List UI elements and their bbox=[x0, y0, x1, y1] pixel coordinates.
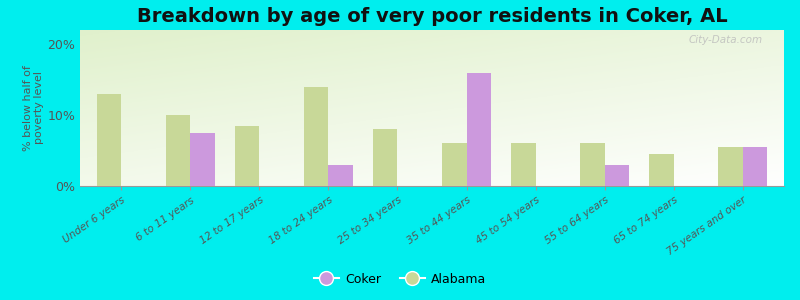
Bar bbox=[98, 94, 122, 186]
Bar bbox=[374, 129, 398, 186]
Bar bbox=[718, 147, 742, 186]
Bar bbox=[650, 154, 674, 186]
Bar bbox=[580, 143, 605, 186]
Bar bbox=[304, 87, 329, 186]
Bar bbox=[329, 165, 353, 186]
Text: City-Data.com: City-Data.com bbox=[689, 35, 763, 45]
Bar bbox=[166, 115, 190, 186]
Bar bbox=[511, 143, 535, 186]
Bar bbox=[235, 126, 259, 186]
Bar bbox=[605, 165, 629, 186]
Legend: Coker, Alabama: Coker, Alabama bbox=[309, 268, 491, 291]
Bar bbox=[466, 73, 490, 186]
Bar bbox=[190, 133, 214, 186]
Title: Breakdown by age of very poor residents in Coker, AL: Breakdown by age of very poor residents … bbox=[137, 7, 727, 26]
Bar bbox=[442, 143, 466, 186]
Bar bbox=[742, 147, 766, 186]
Y-axis label: % below half of
poverty level: % below half of poverty level bbox=[23, 65, 45, 151]
